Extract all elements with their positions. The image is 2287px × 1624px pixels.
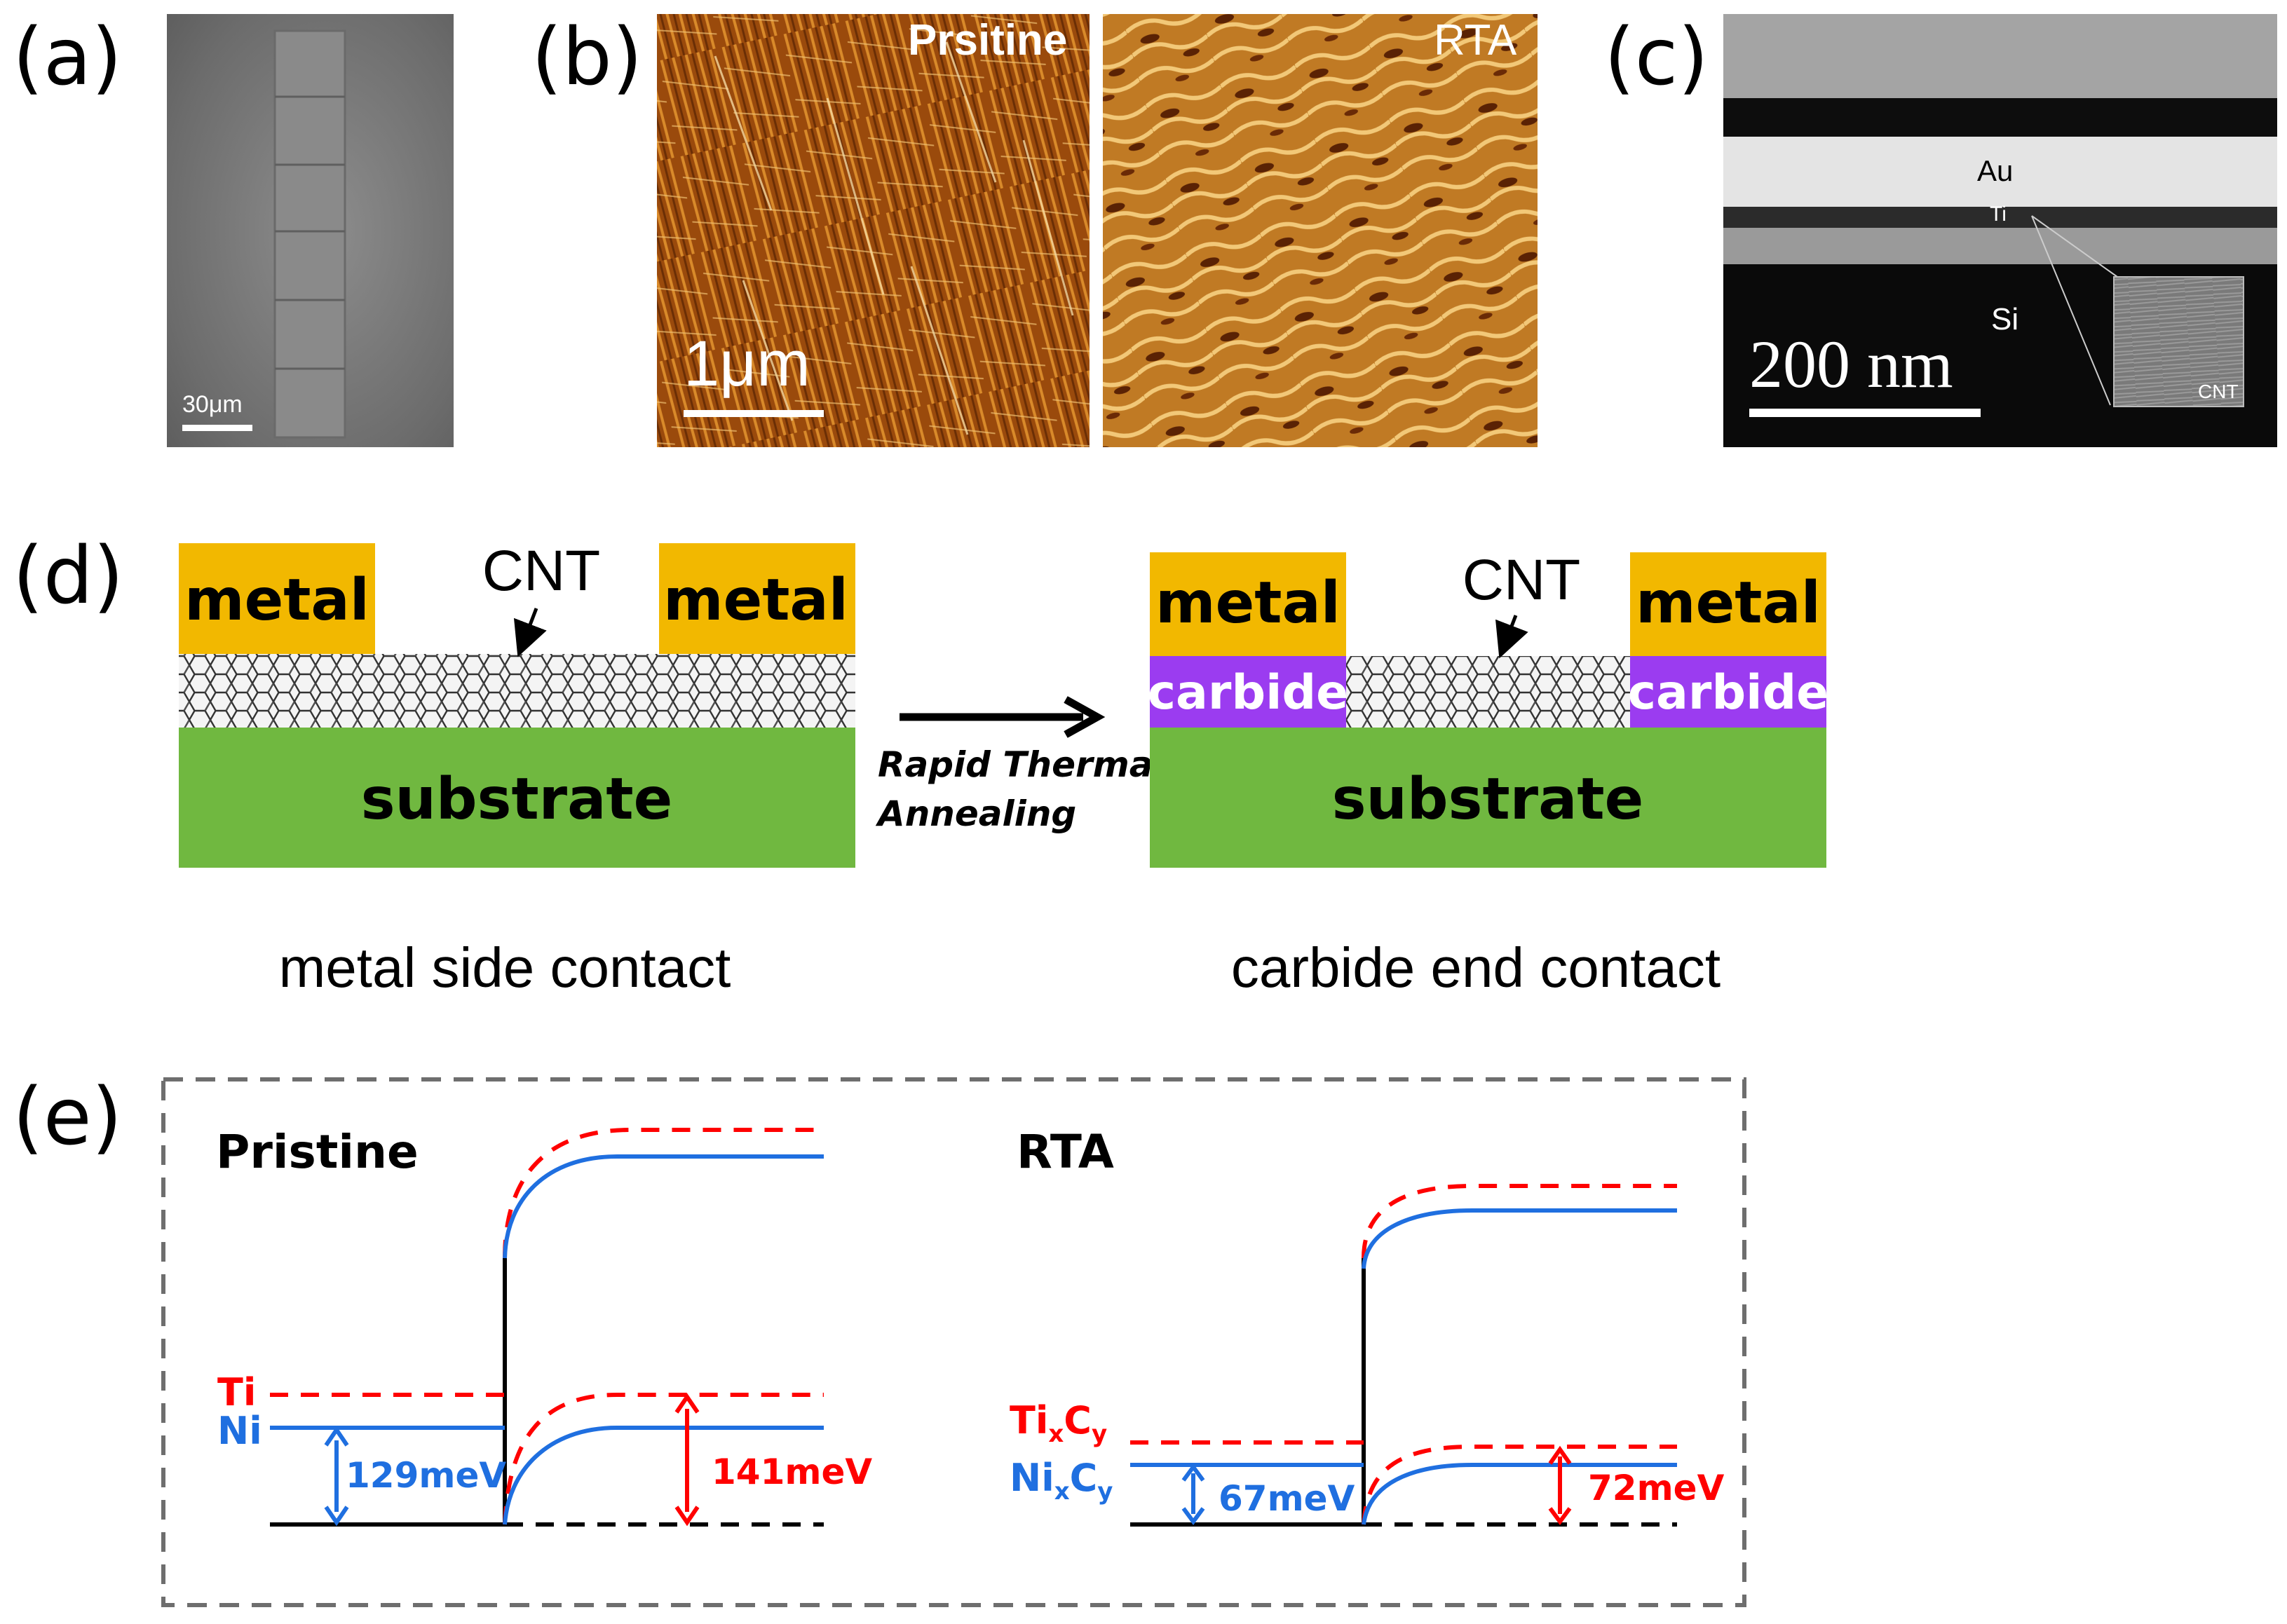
tixcy-label: TixCy xyxy=(1010,1398,1107,1448)
metal-label-right: metal xyxy=(663,567,848,634)
panel-c-inset xyxy=(2113,276,2244,407)
panel-label-b: (b) xyxy=(531,12,642,103)
substrate-block xyxy=(179,728,855,868)
left-caption: metal side contact xyxy=(279,936,731,999)
panel-label-a: (a) xyxy=(13,12,122,103)
carbide-block-left xyxy=(1150,656,1346,728)
nixcy-label: NixCy xyxy=(1010,1456,1113,1506)
ti-label: Ti xyxy=(217,1370,256,1414)
cnt-label: CNT xyxy=(1463,548,1581,612)
panel-b-scale-bar xyxy=(684,410,824,417)
ti-barrier-label: 141meV xyxy=(712,1452,872,1492)
panel-d-left-schematic: metal metal CNT substrate metal side con… xyxy=(179,539,855,999)
band-diagram-pristine: Pristine Ti Ni 129meV 141meV xyxy=(216,1125,872,1527)
metal-block-right xyxy=(1630,552,1826,656)
tixcy-barrier-label: 72meV xyxy=(1588,1468,1725,1508)
panel-d-right-schematic: metal metal carbide carbide CNT substrat… xyxy=(1148,548,1829,999)
cnt-label: CNT xyxy=(482,539,601,603)
panel-e-frame xyxy=(161,1077,1746,1607)
ti-barrier-arrow xyxy=(674,1393,700,1527)
substrate-label: substrate xyxy=(361,766,672,833)
panel-label-e: (e) xyxy=(13,1072,122,1163)
right-caption: carbide end contact xyxy=(1231,936,1721,999)
panel-b-afm-rta: RTA xyxy=(1103,14,1538,447)
panel-b-left-title: Prsitine xyxy=(908,16,1067,64)
ni-barrier-label: 129meV xyxy=(346,1455,506,1496)
carbide-block-right xyxy=(1630,656,1826,728)
metal-label-left: metal xyxy=(1155,570,1341,636)
panel-c-scale-label: 200 nm xyxy=(1749,327,1953,402)
metal-label-left: metal xyxy=(184,567,369,634)
carbide-label-right: carbide xyxy=(1628,665,1829,721)
panel-c-inset-label: CNT xyxy=(2198,381,2239,402)
arrow-label-line2: Annealing xyxy=(875,793,1076,834)
substrate-block xyxy=(1150,728,1826,868)
metal-label-right: metal xyxy=(1636,570,1821,636)
rta-title: RTA xyxy=(1017,1125,1114,1179)
cnt-layer xyxy=(1346,656,1630,728)
panel-c-si-label: Si xyxy=(1991,302,2018,336)
band-diagram-rta: RTA TixCy NixCy 67meV 72meV xyxy=(1010,1125,1725,1527)
panel-c-tem-image: Au Ti Si CNT 200 nm xyxy=(1723,14,2277,447)
panel-c-scale-bar xyxy=(1749,409,1981,417)
tixcy-barrier-arrow xyxy=(1548,1445,1572,1526)
nixcy-barrier-label: 67meV xyxy=(1219,1478,1355,1519)
panel-label-c: (c) xyxy=(1604,12,1709,103)
metal-block-left xyxy=(179,543,375,654)
ni-label: Ni xyxy=(217,1409,262,1453)
panel-b-right-title: RTA xyxy=(1434,16,1517,64)
metal-block-right xyxy=(659,543,855,654)
panel-b-scale-label: 1μm xyxy=(684,328,810,400)
panel-c-au-label: Au xyxy=(1977,154,2013,187)
panel-b-afm-pristine: Prsitine 1μm xyxy=(657,14,1090,447)
ni-barrier-arrow xyxy=(324,1426,349,1527)
panel-a-scale-label: 30μm xyxy=(182,391,243,418)
nixcy-barrier-arrow xyxy=(1181,1463,1205,1526)
cnt-layer xyxy=(179,654,855,728)
panel-a-sem-image: 30μm xyxy=(167,14,454,447)
panel-a-scale-bar xyxy=(182,425,252,431)
rta-arrow: Rapid Thermal Annealing xyxy=(875,696,1165,834)
substrate-label: substrate xyxy=(1332,766,1643,833)
panel-c-ti-label: Ti xyxy=(1990,203,2007,226)
pristine-title: Pristine xyxy=(216,1125,419,1179)
metal-block-left xyxy=(1150,552,1346,656)
arrow-label-line1: Rapid Thermal xyxy=(878,744,1165,785)
panel-label-d: (d) xyxy=(13,531,123,622)
carbide-label-left: carbide xyxy=(1148,665,1349,721)
